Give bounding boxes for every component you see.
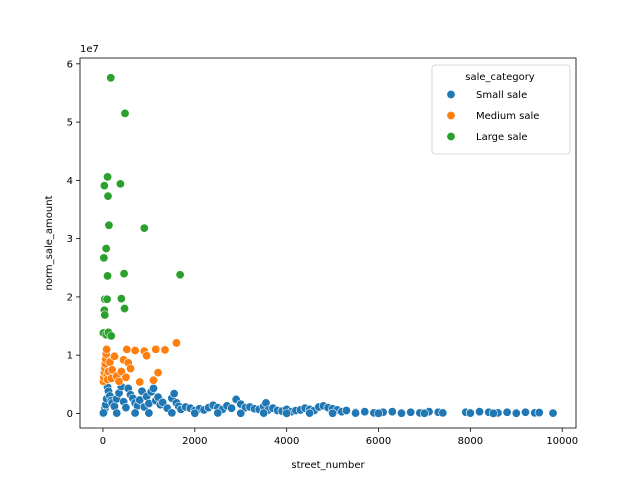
y-tick-label: 5 [67,118,73,129]
medium-sale-point [160,345,170,355]
large-sale-point [116,294,126,304]
medium-sale-point [171,338,181,348]
large-sale-point [175,270,185,280]
small-sale-point [548,408,558,418]
y-axis-ticks: 0 1 2 3 4 5 6 [67,59,80,420]
y-tick-label: 1 [67,351,73,362]
small-sale-point [167,408,177,418]
large-sale-point [103,271,113,281]
large-sale-point [103,191,113,201]
small-sale-point [169,389,179,399]
small-sale-point [227,403,237,413]
large-sale-point [106,73,116,83]
small-sale-point [328,408,338,418]
medium-sale-point [130,345,140,355]
medium-sale-point [109,351,119,361]
large-sale-point [139,223,149,233]
small-sale-point [520,407,530,417]
small-sale-point [190,408,200,418]
large-sale-point [120,108,130,118]
small-sale-point [341,406,351,416]
legend-label: Large sale [476,132,528,143]
small-sale-point [502,407,512,417]
y-tick-label: 3 [67,234,73,245]
legend-marker [446,90,456,100]
small-sale-point [112,408,122,418]
medium-sale-point [153,368,163,378]
large-sale-point [100,310,110,320]
small-sale-point [282,408,292,418]
y-tick-label: 4 [67,176,73,187]
legend: sale_category Small sale Medium sale Large… [431,64,571,155]
small-sale-point [387,407,397,417]
legend-items: Small sale Medium sale Large sale [446,90,539,143]
x-tick-label: 10000 [546,436,578,447]
medium-sale-point [142,351,152,361]
small-sale-point [419,408,429,418]
legend-box [431,64,571,155]
y-offset-text: 1e7 [80,44,99,55]
legend-label: Medium sale [476,111,539,122]
large-sale-point [119,269,129,279]
large-sale-point [101,244,111,254]
large-sale-point [102,294,112,304]
medium-sale-point [151,344,161,354]
x-axis-ticks: 0 2000 4000 6000 8000 10000 [100,428,578,447]
large-sale-point [115,179,125,189]
x-axis-label: street_number [291,460,365,471]
small-sale-point [236,408,246,418]
plot-frame [79,57,577,429]
x-tick-label: 2000 [182,436,207,447]
points-layer [98,73,558,418]
medium-sale-point [107,365,117,375]
large-sale-point [99,181,109,191]
legend-title: sale_category [465,72,535,83]
small-sale-point [351,408,361,418]
small-sale-point [148,383,158,393]
medium-sale-point [102,344,112,354]
small-sale-point [396,408,406,418]
small-sale-point [488,408,498,418]
large-sale-point [104,220,114,230]
small-sale-point [98,408,108,418]
x-tick-label: 4000 [274,436,299,447]
medium-sale-point [148,375,158,385]
medium-sale-point [126,364,136,374]
y-axis-label: norm_sale_amount [44,195,55,290]
small-sale-point [213,408,223,418]
x-tick-label: 8000 [458,436,483,447]
small-sale-point [374,408,384,418]
small-sale-point [130,408,140,418]
small-sale-point [475,407,485,417]
large-sale-point [103,172,113,182]
small-sale-point [259,408,269,418]
medium-sale-point [122,344,132,354]
small-sale-point [511,408,521,418]
medium-sale-point [121,372,131,382]
legend-marker [446,111,456,121]
small-sale-point [534,408,544,418]
large-sale-point [106,331,116,341]
y-tick-label: 2 [67,292,73,303]
y-tick-label: 6 [67,59,73,70]
x-tick-label: 0 [100,436,106,447]
small-sale-point [406,407,416,417]
small-sale-point [465,408,475,418]
large-sale-point [99,253,109,263]
large-sale-point [120,304,130,314]
small-sale-point [144,408,154,418]
legend-label: Small sale [476,90,527,101]
small-sale-point [438,408,448,418]
medium-sale-point [135,377,145,387]
small-sale-point [305,408,315,418]
small-sale-point [360,407,370,417]
medium-sale-point [114,376,124,386]
y-tick-label: 0 [67,409,73,420]
legend-marker [446,132,456,142]
small-sale-point [121,403,131,413]
x-tick-label: 6000 [366,436,391,447]
